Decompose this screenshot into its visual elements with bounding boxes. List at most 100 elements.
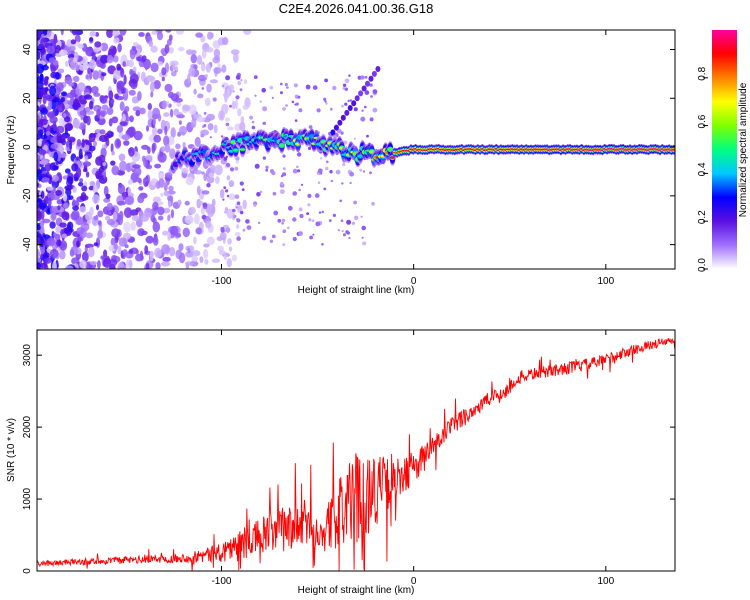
scatter-dot	[325, 166, 329, 171]
noise-blob	[64, 123, 74, 132]
noise-blob	[63, 116, 71, 123]
noise-blob	[185, 49, 194, 55]
noise-blob	[97, 229, 103, 239]
noise-blob	[134, 253, 144, 262]
noise-blob	[91, 86, 99, 94]
scatter-dot	[324, 78, 328, 83]
scatter-dot	[317, 168, 323, 174]
noise-blob	[72, 186, 77, 193]
noise-blob	[216, 236, 223, 242]
noise-blob	[89, 37, 94, 42]
noise-blob	[194, 136, 201, 147]
scatter-dot	[201, 171, 205, 175]
noise-blob	[96, 108, 101, 118]
noise-blob	[112, 211, 118, 222]
noise-blob	[52, 174, 59, 182]
scatter-dot	[273, 210, 279, 216]
noise-blob	[60, 96, 66, 103]
scatter-dot	[342, 86, 346, 90]
noise-blob	[99, 95, 108, 104]
scatter-dot	[262, 106, 268, 112]
scatter-dot	[298, 108, 303, 113]
scatter-dot	[343, 140, 348, 145]
noise-blob	[52, 261, 57, 269]
noise-blob	[141, 144, 149, 150]
noise-blob	[79, 194, 89, 201]
noise-blob	[207, 31, 213, 40]
snr-series-line	[37, 338, 675, 571]
noise-blob	[204, 97, 211, 107]
scatter-dot	[294, 119, 298, 122]
noise-blob	[78, 122, 86, 130]
noise-blob	[176, 102, 182, 107]
noise-blob	[163, 182, 168, 192]
noise-blob	[47, 208, 51, 214]
noise-blob	[79, 206, 87, 213]
noise-blob	[223, 254, 227, 261]
scatter-dot	[337, 128, 342, 134]
noise-blob	[67, 100, 75, 105]
noise-blob	[161, 261, 170, 267]
noise-blob	[237, 108, 242, 117]
scatter-dot	[349, 99, 352, 102]
noise-blob	[37, 42, 40, 47]
scatter-dot	[353, 107, 358, 112]
noise-blob	[152, 201, 159, 211]
scatter-dot	[201, 87, 205, 90]
noise-blob	[224, 117, 231, 122]
noise-blob	[55, 86, 61, 96]
scatter-dot	[337, 229, 340, 232]
noise-blob	[100, 42, 109, 52]
noise-blob	[56, 132, 62, 144]
scatter-dot	[272, 191, 277, 196]
scatter-dot	[324, 100, 327, 103]
colorbar-tick-label: 0.6	[697, 114, 708, 128]
noise-blob	[37, 129, 44, 136]
noise-blob	[150, 45, 158, 53]
scatter-dot	[335, 169, 341, 175]
streak-blob	[347, 105, 353, 111]
noise-blob	[64, 60, 69, 67]
streak-blob	[371, 70, 377, 77]
noise-blob	[127, 187, 132, 197]
noise-blob	[66, 221, 74, 231]
noise-blob	[76, 240, 80, 248]
scatter-dot	[282, 107, 286, 111]
noise-blob	[89, 59, 96, 70]
noise-blob	[149, 250, 154, 262]
scatter-dot	[349, 181, 352, 185]
noise-blob	[123, 140, 130, 146]
scatter-dot	[361, 225, 367, 231]
noise-blob	[157, 61, 163, 66]
noise-blob	[167, 91, 174, 99]
spectrogram-y-label: Frequency (Hz)	[6, 116, 17, 185]
scatter-dot	[369, 117, 374, 122]
scatter-dot	[317, 181, 321, 184]
noise-blob	[129, 68, 134, 76]
noise-blob	[203, 173, 208, 182]
noise-blob	[37, 159, 41, 170]
scatter-dot	[280, 91, 283, 95]
noise-blob	[122, 61, 126, 67]
y-tick-label: 0	[22, 144, 33, 150]
noise-blob	[37, 169, 42, 175]
scatter-dot	[344, 102, 348, 106]
noise-blob	[218, 110, 225, 121]
spectrogram-y-ticks: -40 -20 0 20 40	[22, 44, 675, 252]
scatter-dot	[348, 74, 351, 77]
noise-blob	[151, 143, 156, 154]
scatter-dot	[282, 167, 286, 171]
noise-blob	[108, 118, 113, 127]
noise-blob	[191, 117, 197, 128]
noise-blob	[110, 98, 115, 105]
x-tick-label: -100	[211, 576, 231, 587]
noise-blob	[150, 62, 159, 73]
noise-blob	[147, 103, 152, 111]
noise-blob	[228, 180, 235, 188]
streak-blob	[330, 129, 336, 136]
noise-blob	[129, 73, 139, 84]
noise-blob	[123, 221, 131, 233]
scatter-dot	[341, 182, 344, 185]
noise-blob	[85, 74, 89, 80]
